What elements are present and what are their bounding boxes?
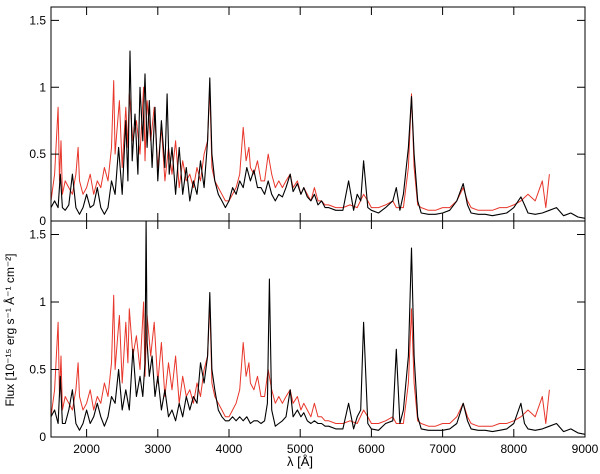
bottom-plot-area [50, 220, 586, 435]
bottom-x-tick-label: 8000 [500, 442, 527, 456]
bottom-series-observed [50, 294, 550, 427]
bottom-x-tick-label: 3000 [144, 442, 171, 456]
bottom-axes: 0 0.5 1 1.5 2000 3000 4000 5000 6000 7000 8000 9000 [29, 221, 599, 456]
x-axis-label: λ [Å] [287, 454, 313, 469]
bottom-y-tick-label: 1.5 [29, 228, 46, 242]
top-y-tick-label: 1 [39, 80, 46, 94]
top-panel: 0 0.5 1 1.5 [29, 6, 586, 228]
bottom-y-tick-label: 0 [39, 430, 46, 444]
top-plot-area [50, 50, 586, 219]
top-y-tick-label: 0.5 [29, 147, 46, 161]
bottom-panel-frame [50, 220, 586, 438]
bottom-y-tick-label: 1 [39, 295, 46, 309]
bottom-panel: 0 0.5 1 1.5 2000 3000 4000 5000 6000 7000 8000 9000 [29, 220, 599, 456]
bottom-x-tick-label: 5000 [287, 442, 314, 456]
top-y-tick-label: 0 [39, 214, 46, 228]
y-axis-label: Flux [10⁻¹⁵ erg s⁻¹ Å⁻¹ cm⁻²] [2, 254, 17, 407]
bottom-x-tick-label: 6000 [358, 442, 385, 456]
bottom-series-model [50, 220, 586, 435]
bottom-y-tick-label: 0.5 [29, 363, 46, 377]
bottom-x-tick-label: 4000 [216, 442, 243, 456]
top-axes: 0 0.5 1 1.5 [29, 7, 586, 228]
top-series-model [50, 50, 586, 219]
bottom-x-tick-label: 2000 [73, 442, 100, 456]
bottom-x-tick-label: 9000 [572, 442, 599, 456]
bottom-x-tick-label: 7000 [429, 442, 456, 456]
top-y-tick-label: 1.5 [29, 13, 46, 27]
